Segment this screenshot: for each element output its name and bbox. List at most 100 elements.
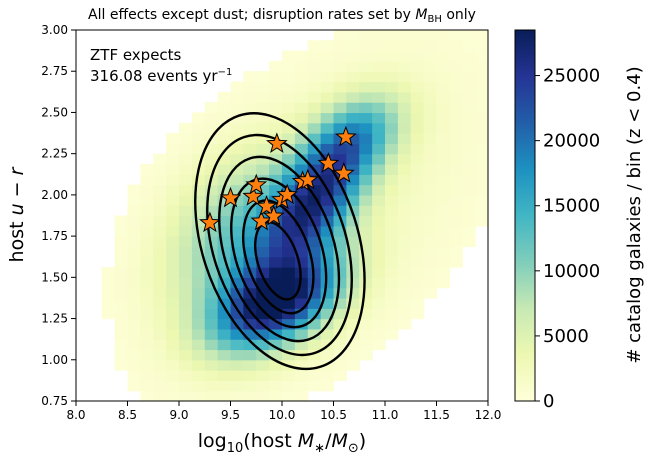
heatmap-cell — [385, 236, 399, 248]
heatmap-cell — [114, 297, 129, 309]
heatmap-cell — [346, 60, 360, 72]
heatmap-cell — [294, 380, 309, 392]
heatmap-cell — [282, 50, 296, 62]
heatmap-cell — [346, 50, 360, 62]
heatmap-cell — [372, 256, 386, 268]
heatmap-cell — [320, 60, 335, 72]
heatmap-cell — [475, 91, 488, 103]
heatmap-cell — [423, 112, 438, 124]
heatmap-cell — [436, 102, 450, 114]
heatmap-cell — [372, 287, 386, 299]
heatmap-cell — [127, 359, 141, 371]
heatmap-cell — [191, 318, 206, 330]
heatmap-cell — [307, 287, 322, 299]
heatmap-cell — [243, 308, 257, 320]
heatmap-cell — [191, 246, 206, 258]
heatmap — [101, 30, 488, 401]
heatmap-cell — [166, 236, 180, 248]
heatmap-cell — [372, 339, 386, 351]
contour-line — [194, 112, 366, 371]
heatmap-cell — [269, 163, 283, 175]
heatmap-cell — [230, 308, 244, 320]
heatmap-cell — [153, 215, 167, 227]
heatmap-cell — [140, 308, 154, 320]
heatmap-cell — [333, 81, 347, 93]
heatmap-cell — [307, 91, 322, 103]
heatmap-cell — [294, 318, 309, 330]
heatmap-cell — [320, 328, 335, 340]
heatmap-cell — [372, 153, 386, 165]
heatmap-cell — [230, 153, 244, 165]
heatmap-cell — [191, 359, 206, 371]
heatmap-cell — [269, 380, 283, 392]
heatmap-cell — [359, 318, 373, 330]
heatmap-cell — [397, 318, 412, 330]
heatmap-cell — [179, 174, 193, 186]
heatmap-cell — [320, 380, 335, 392]
heatmap-cell — [346, 267, 360, 278]
heatmap-cell — [114, 349, 129, 361]
heatmap-cell — [140, 194, 154, 206]
heatmap-cell — [410, 225, 425, 237]
heatmap-cell — [256, 277, 270, 289]
heatmap-cell — [346, 225, 360, 237]
heatmap-cell — [410, 30, 425, 41]
heatmap-cell — [294, 153, 309, 165]
heatmap-cell — [114, 287, 129, 299]
heatmap-cell — [282, 287, 296, 299]
heatmap-cell — [243, 91, 257, 103]
heatmap-cell — [397, 81, 412, 93]
heatmap-cell — [243, 133, 257, 144]
heatmap-cell — [256, 102, 270, 114]
heatmap-cell — [359, 40, 373, 52]
heatmap-cell — [140, 205, 154, 217]
heatmap-cell — [204, 328, 219, 340]
heatmap-cell — [166, 215, 180, 227]
heatmap-cell — [204, 390, 219, 401]
heatmap-cell — [397, 236, 412, 248]
heatmap-cell — [333, 256, 347, 268]
heatmap-cell — [333, 60, 347, 72]
colorbar-tick-label: 10000 — [543, 261, 600, 282]
heatmap-cell — [282, 71, 296, 83]
heatmap-cell — [217, 380, 232, 392]
heatmap-cell — [153, 267, 167, 278]
heatmap-cell — [372, 30, 386, 41]
heatmap-cell — [475, 174, 488, 186]
heatmap-cell — [346, 40, 360, 52]
heatmap-cell — [140, 236, 154, 248]
heatmap-cell — [256, 225, 270, 237]
heatmap-cell — [346, 287, 360, 299]
heatmap-cell — [475, 163, 488, 175]
heatmap-cell — [256, 112, 270, 124]
x-tick-label: 11.0 — [372, 408, 399, 422]
heatmap-cell — [204, 339, 219, 351]
heatmap-cell — [114, 328, 129, 340]
heatmap-cell — [269, 390, 283, 401]
heatmap-cell — [346, 215, 360, 227]
heatmap-cell — [436, 50, 450, 62]
heatmap-cell — [320, 287, 335, 299]
heatmap-cell — [294, 81, 309, 93]
heatmap-cell — [179, 215, 193, 227]
heatmap-cell — [320, 122, 335, 134]
heatmap-cell — [191, 370, 206, 381]
heatmap-cell — [204, 143, 219, 155]
heatmap-cell — [179, 277, 193, 289]
heatmap-cell — [269, 246, 283, 258]
heatmap-cell — [372, 194, 386, 206]
heatmap-cell — [462, 184, 476, 196]
heatmap-cell — [217, 308, 232, 320]
heatmap-cell — [475, 112, 488, 124]
heatmap-cell — [449, 174, 463, 186]
heatmap-cell — [217, 328, 232, 340]
heatmap-cell — [269, 236, 283, 248]
heatmap-cell — [243, 339, 257, 351]
heatmap-cell — [243, 359, 257, 371]
heatmap-cell — [282, 225, 296, 237]
heatmap-cell — [397, 194, 412, 206]
heatmap-cell — [449, 102, 463, 114]
heatmap-cell — [410, 277, 425, 289]
heatmap-cell — [153, 277, 167, 289]
heatmap-cell — [397, 112, 412, 124]
